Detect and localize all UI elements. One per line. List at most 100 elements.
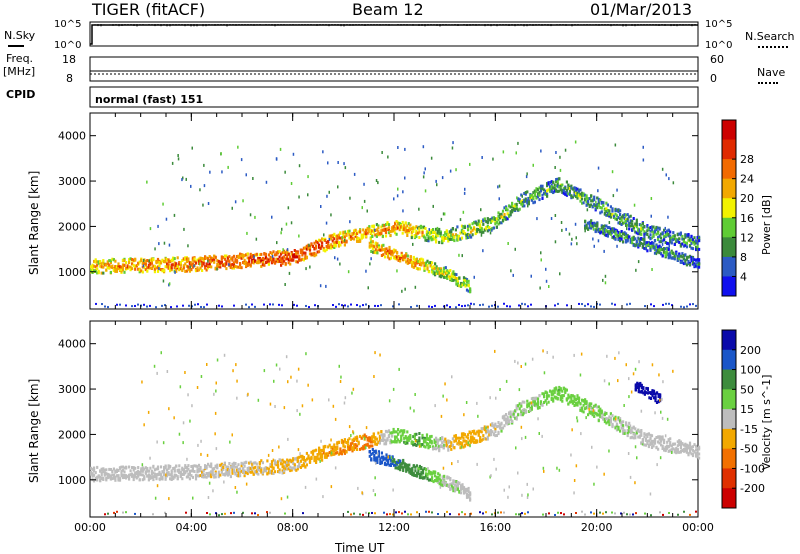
data-cell — [485, 220, 488, 224]
data-cell — [649, 233, 652, 237]
scatter-cell — [401, 289, 403, 293]
data-cell — [556, 182, 559, 186]
scatter-cell — [428, 228, 430, 232]
scatter-cell — [168, 283, 170, 287]
data-cell — [415, 432, 418, 436]
data-cell — [650, 225, 654, 229]
data-cell — [622, 426, 625, 430]
data-cell — [240, 254, 243, 258]
data-cell — [204, 466, 207, 469]
data-cell — [509, 412, 512, 416]
data-cell — [394, 249, 397, 253]
scatter-cell — [344, 230, 346, 234]
data-cell — [650, 241, 654, 245]
data-cell — [558, 189, 561, 193]
data-cell — [432, 447, 435, 451]
data-cell — [137, 466, 140, 469]
data-cell — [698, 452, 701, 456]
data-cell — [438, 227, 441, 231]
data-cell — [340, 450, 343, 454]
clutter-cell — [443, 305, 445, 308]
data-cell — [556, 392, 559, 396]
data-cell — [205, 466, 208, 470]
data-cell — [693, 240, 696, 244]
scatter-cell — [526, 172, 528, 176]
data-cell — [550, 396, 553, 400]
data-cell — [567, 402, 570, 406]
scatter-cell — [189, 265, 191, 269]
data-cell — [556, 190, 559, 193]
data-cell — [530, 193, 533, 197]
data-cell — [485, 429, 488, 433]
data-cell — [298, 258, 301, 262]
data-cell — [284, 262, 287, 265]
data-cell — [170, 268, 173, 272]
data-cell — [442, 238, 445, 241]
data-cell — [670, 448, 673, 452]
data-cell — [696, 241, 699, 245]
data-cell — [650, 434, 654, 438]
data-cell — [433, 438, 436, 442]
data-cell — [322, 248, 325, 252]
data-cell — [153, 267, 156, 271]
data-cell — [452, 479, 455, 483]
data-cell — [593, 198, 596, 202]
clutter-cell — [398, 511, 400, 514]
data-cell — [649, 245, 652, 249]
data-cell — [351, 438, 354, 442]
data-cell — [254, 470, 257, 474]
data-cell — [403, 465, 406, 469]
scatter-cell — [142, 264, 145, 268]
scatter-cell — [459, 218, 462, 222]
data-cell — [225, 262, 228, 266]
scatter-cell — [323, 233, 325, 237]
data-cell — [486, 437, 489, 441]
data-cell — [406, 261, 409, 265]
data-cell — [383, 247, 387, 251]
data-cell — [440, 479, 443, 483]
data-cell — [459, 436, 462, 440]
data-cell — [371, 435, 374, 439]
clutter-cell — [350, 513, 352, 516]
data-cell — [418, 258, 421, 262]
data-cell — [382, 253, 385, 257]
data-cell — [392, 440, 395, 444]
data-cell — [409, 255, 412, 259]
data-cell — [371, 235, 374, 238]
data-cell — [684, 243, 687, 247]
data-cell — [483, 427, 486, 430]
data-cell — [591, 222, 594, 225]
data-cell — [465, 288, 469, 292]
data-cell — [399, 468, 402, 472]
data-cell — [432, 266, 435, 270]
data-cell — [152, 465, 155, 469]
data-cell — [120, 474, 123, 478]
data-cell — [280, 462, 283, 466]
scatter-cell — [464, 187, 466, 191]
data-cell — [641, 442, 644, 446]
data-cell — [406, 468, 409, 472]
data-cell — [384, 442, 388, 446]
data-cell — [412, 464, 415, 468]
data-cell — [605, 224, 608, 228]
data-cell — [462, 491, 466, 495]
data-cell — [448, 234, 451, 238]
data-cell — [281, 259, 284, 263]
data-cell — [455, 480, 458, 483]
data-cell — [287, 261, 290, 265]
data-cell — [400, 429, 403, 433]
data-cell — [96, 260, 99, 264]
data-cell — [663, 247, 666, 251]
data-cell — [432, 480, 435, 484]
data-cell — [380, 246, 383, 250]
data-cell — [623, 213, 626, 217]
data-cell — [340, 438, 343, 442]
data-cell — [210, 265, 213, 269]
data-cell — [440, 267, 443, 271]
clutter-cell — [362, 513, 364, 516]
data-cell — [351, 449, 354, 453]
data-cell — [579, 406, 582, 410]
data-cell — [684, 442, 687, 446]
data-cell — [690, 447, 693, 451]
data-cell — [90, 471, 93, 475]
